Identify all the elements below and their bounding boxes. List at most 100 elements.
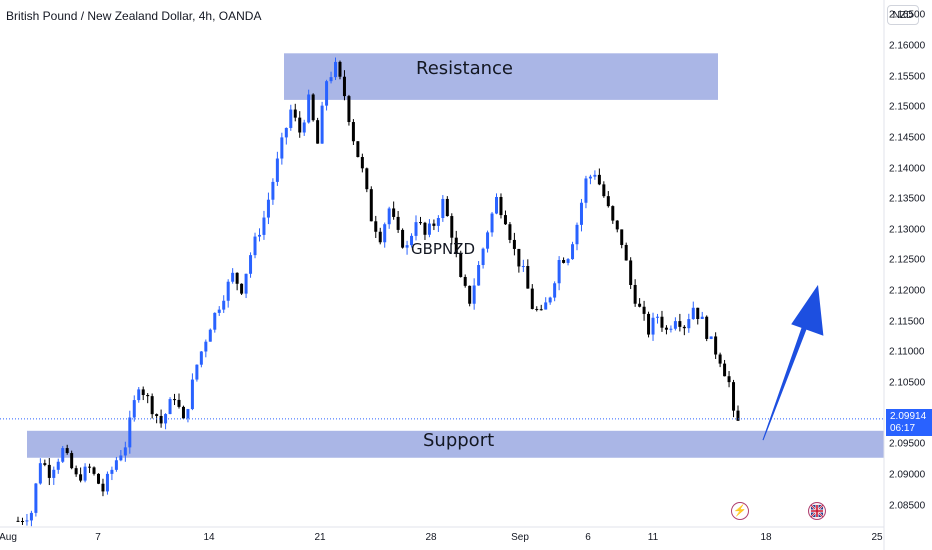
resistance-zone[interactable]	[284, 53, 718, 100]
candle	[539, 304, 543, 311]
candle	[34, 482, 38, 517]
candle-body	[436, 218, 440, 226]
candle	[110, 466, 114, 481]
candle	[275, 151, 279, 186]
candle-body	[114, 460, 118, 470]
candle	[378, 227, 382, 245]
price-tick-label: 2.10500	[889, 377, 926, 389]
candle	[56, 458, 60, 474]
candle-body	[548, 297, 552, 303]
price-tick-label: 2.16500	[889, 9, 926, 21]
candle-body	[427, 223, 431, 235]
candle-body	[29, 512, 33, 521]
candle	[727, 371, 731, 388]
candle	[405, 240, 409, 255]
candle	[548, 296, 552, 305]
candle-body	[141, 389, 145, 396]
candle-body	[257, 234, 261, 237]
candle	[678, 313, 682, 332]
candle	[436, 215, 440, 232]
candle	[329, 71, 333, 84]
candle	[38, 458, 42, 485]
flag-icon[interactable]	[808, 502, 826, 520]
candle-body	[732, 382, 736, 411]
candle-body	[284, 127, 288, 138]
currency-button[interactable]: NZD	[887, 5, 919, 25]
candle	[222, 295, 226, 313]
candle-body	[562, 259, 566, 263]
candle-body	[20, 521, 24, 523]
candle-body	[463, 276, 467, 286]
candle	[257, 228, 261, 242]
candle	[356, 141, 360, 158]
candle	[266, 192, 270, 225]
candle-body	[329, 77, 333, 82]
candle-body	[307, 94, 311, 123]
candle-body	[199, 351, 203, 365]
candle	[88, 463, 92, 473]
candle	[204, 339, 208, 358]
candle-body	[539, 309, 543, 311]
candle	[571, 241, 575, 260]
candle-body	[123, 447, 127, 456]
price-tick-label: 2.16000	[889, 40, 926, 52]
candle-body	[289, 109, 293, 128]
candle-body	[669, 328, 673, 330]
candle	[338, 60, 342, 80]
candle	[615, 220, 619, 233]
candle-body	[173, 399, 177, 401]
candle-body	[378, 231, 382, 243]
candle-body	[74, 468, 78, 475]
candle	[526, 259, 530, 289]
candle-body	[16, 520, 20, 522]
candle	[468, 285, 472, 307]
candle-body	[52, 469, 56, 478]
last-price-value: 2.09914	[890, 411, 927, 422]
candle-body	[132, 400, 136, 418]
candle-body	[293, 109, 297, 118]
up-arrow-drawing[interactable]	[762, 284, 824, 441]
candle-body	[320, 105, 324, 144]
candle	[709, 336, 713, 340]
time-tick-label: 18	[760, 532, 772, 543]
candle	[146, 393, 150, 404]
candle	[20, 517, 24, 525]
candle	[369, 186, 373, 222]
candle-body	[682, 326, 686, 329]
candle-body	[526, 266, 530, 289]
candle	[660, 310, 664, 332]
candle-body	[137, 389, 141, 401]
candle	[271, 178, 275, 205]
candle-body	[468, 285, 472, 304]
candle-body	[374, 221, 378, 232]
candle-body	[579, 202, 583, 225]
candle	[647, 311, 651, 338]
candle-body	[249, 255, 253, 274]
candle-body	[709, 336, 713, 339]
lightning-icon[interactable]: ⚡	[731, 502, 749, 520]
candle	[459, 250, 463, 278]
time-tick-label: 14	[203, 532, 215, 543]
candle-body	[651, 317, 655, 335]
price-tick-label: 2.09000	[889, 469, 926, 481]
candle	[633, 279, 637, 307]
candle	[351, 119, 355, 145]
candle	[155, 413, 159, 424]
support-label: Support	[423, 429, 495, 451]
candle-body	[181, 406, 185, 419]
candle-body	[240, 283, 244, 294]
candle-body	[226, 281, 230, 301]
candle-body	[620, 229, 624, 245]
candle	[611, 205, 615, 224]
candle-body	[61, 448, 65, 462]
candle	[445, 196, 449, 217]
support-zone[interactable]	[27, 430, 884, 458]
candle	[374, 215, 378, 239]
candle	[25, 513, 29, 526]
price-tick-label: 2.12500	[889, 254, 926, 266]
candle-body	[477, 265, 481, 286]
candle	[253, 232, 257, 259]
candle	[396, 211, 400, 233]
candle	[132, 395, 136, 422]
